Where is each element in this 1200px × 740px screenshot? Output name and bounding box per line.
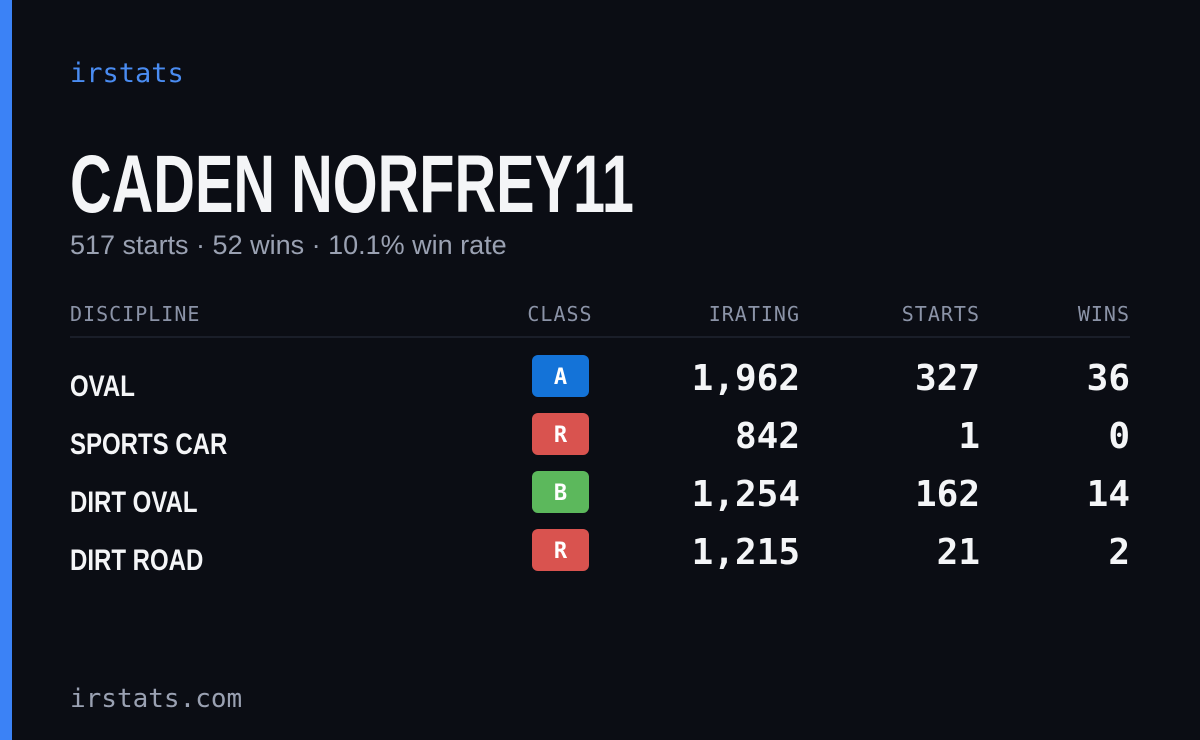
wins: 14: [1087, 474, 1130, 515]
class-letter: B: [554, 481, 567, 506]
discipline: OVAL: [70, 370, 135, 403]
class-letter: R: [554, 423, 568, 448]
discipline: SPORTS CAR: [70, 428, 228, 461]
class-badge: [532, 413, 589, 455]
summary: 517 starts · 52 wins · 10.1% win rate: [70, 230, 507, 260]
header-discipline: DISCIPLINE: [70, 302, 200, 326]
footer: irstats.com: [70, 684, 242, 714]
irating: 1,962: [692, 358, 800, 399]
discipline: DIRT OVAL: [70, 486, 198, 519]
irating: 842: [735, 416, 800, 457]
discipline: DIRT ROAD: [70, 544, 203, 577]
header-irating: IRATING: [709, 302, 800, 326]
class-letter: A: [554, 365, 567, 390]
class-badge: [532, 529, 589, 571]
irating: 1,215: [692, 532, 800, 573]
wins: 2: [1108, 532, 1130, 573]
class-letter: R: [554, 539, 568, 564]
starts: 162: [915, 474, 980, 515]
wins: 0: [1108, 416, 1130, 457]
header-class: CLASS: [527, 302, 592, 326]
wins: 36: [1087, 358, 1130, 399]
player-name: CADEN NORFREY11: [70, 139, 634, 230]
starts: 21: [937, 532, 980, 573]
class-badge: [532, 355, 589, 397]
irating: 1,254: [692, 474, 800, 515]
class-badge: [532, 471, 589, 513]
starts: 1: [958, 416, 980, 457]
accent-bar: [0, 0, 12, 740]
starts: 327: [915, 358, 980, 399]
header-starts: STARTS: [902, 302, 980, 326]
header-wins: WINS: [1078, 302, 1130, 326]
brand: irstats: [70, 58, 184, 89]
